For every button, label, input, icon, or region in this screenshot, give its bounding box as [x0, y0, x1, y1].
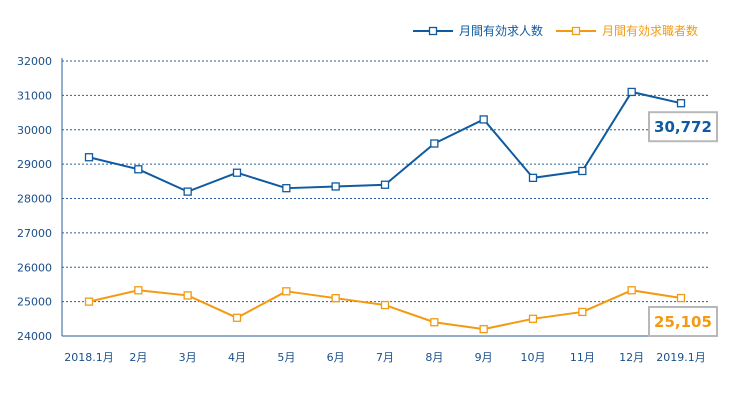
y-tick-labels: 24000 25000 26000 27000 28000 29000 30000 31000… [17, 55, 52, 343]
x-tick-label: 2019.1月 [656, 351, 706, 364]
x-tick-label: 11月 [570, 351, 595, 364]
data-point [232, 313, 242, 322]
data-point [232, 168, 242, 177]
value-callout: 30,772 [648, 111, 718, 143]
data-point [183, 187, 192, 196]
x-tick-labels: 2018.1月 2月 3月 4月 5月 6月 7月 8月 9月 10月 11月 12月 2019.1月 [64, 351, 706, 364]
data-point [676, 99, 686, 108]
callout-label: 30,772 [654, 118, 712, 136]
data-point [134, 286, 143, 295]
x-tick-label: 2018.1月 [64, 351, 114, 364]
data-point [183, 291, 192, 300]
data-point [134, 165, 143, 174]
data-point [430, 139, 439, 148]
data-point [84, 153, 94, 162]
data-point [479, 324, 488, 334]
axes [61, 58, 710, 337]
x-tick-label: 10月 [521, 351, 546, 364]
y-tick-label: 27000 [17, 227, 52, 240]
grid-lines [62, 60, 710, 303]
legend-label: 月間有効求人数 [459, 23, 543, 38]
x-tick-label: 2月 [129, 351, 147, 364]
data-point [84, 297, 94, 306]
series-line [88, 289, 682, 331]
y-tick-label: 28000 [17, 193, 52, 206]
legend-item: 月間有効求職者数 [556, 23, 698, 38]
y-tick-label: 32000 [17, 55, 52, 68]
legend-marker [571, 26, 581, 36]
legend-item: 月間有効求人数 [413, 23, 543, 38]
data-point [380, 180, 390, 189]
value-callout: 25,105 [648, 306, 718, 338]
data-point [380, 300, 390, 310]
x-tick-label: 8月 [425, 351, 443, 364]
data-point [578, 166, 587, 176]
callout-label: 25,105 [654, 313, 712, 331]
x-tick-label: 3月 [179, 351, 197, 364]
legend-label: 月間有効求職者数 [602, 23, 698, 38]
annotation-layer: 30,772 25,105 [648, 111, 718, 338]
legend: 月間有効求人数 月間有効求職者数 [413, 23, 698, 38]
data-point [282, 184, 291, 193]
y-tick-label: 31000 [17, 89, 52, 102]
x-tick-label: 5月 [277, 351, 295, 364]
data-point [331, 182, 340, 191]
x-tick-label: 4月 [228, 351, 246, 364]
data-point [578, 307, 587, 317]
x-tick-label: 12月 [619, 351, 644, 364]
data-point [627, 87, 636, 97]
callout-box [648, 306, 718, 338]
data-point [528, 314, 538, 323]
data-point [676, 293, 686, 303]
x-tick-label: 9月 [475, 351, 493, 364]
series-layer [84, 87, 686, 334]
series-2 [84, 286, 686, 334]
data-point [331, 294, 340, 303]
data-point [479, 115, 488, 124]
data-point [528, 173, 538, 183]
legend-marker [428, 26, 438, 36]
series-line [88, 90, 682, 193]
series-1 [84, 87, 686, 196]
x-tick-label: 7月 [376, 351, 394, 364]
data-point [430, 318, 439, 327]
y-tick-label: 25000 [17, 296, 52, 309]
callout-box [648, 111, 718, 143]
data-point [282, 287, 291, 296]
y-tick-label: 30000 [17, 124, 52, 137]
y-tick-label: 26000 [17, 261, 52, 274]
y-tick-label: 29000 [17, 158, 52, 171]
y-tick-label: 24000 [17, 330, 52, 343]
x-tick-label: 6月 [327, 351, 345, 364]
data-point [627, 286, 636, 295]
